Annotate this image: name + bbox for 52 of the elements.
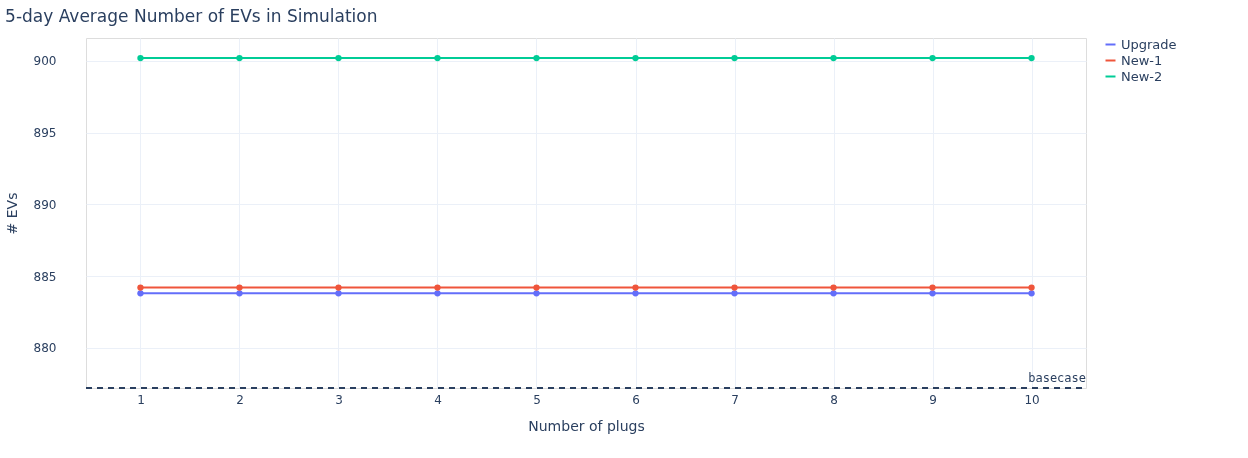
x-tick-label: 8 <box>830 392 838 407</box>
point <box>929 290 936 297</box>
point <box>1028 284 1035 291</box>
point <box>434 54 441 62</box>
point <box>1028 290 1035 297</box>
point <box>731 54 738 62</box>
point <box>929 54 936 62</box>
x-tick-label: 2 <box>236 392 244 407</box>
point <box>335 284 342 291</box>
point <box>731 284 738 291</box>
point <box>1028 54 1035 62</box>
point <box>830 54 837 62</box>
x-tick-label: 7 <box>731 392 739 407</box>
point <box>236 54 243 62</box>
point <box>533 54 540 62</box>
y-axis-title: # EVs <box>3 192 20 235</box>
ref-line-label: basecase <box>1028 371 1086 385</box>
x-tick-label: 9 <box>929 392 937 407</box>
point <box>137 290 144 297</box>
y-tick-label: 890 <box>33 197 57 212</box>
legend-label: New-1 <box>1121 52 1163 68</box>
point <box>434 290 441 297</box>
x-tick-label: 10 <box>1024 392 1040 407</box>
point <box>137 284 144 291</box>
point <box>236 284 243 291</box>
y-tick-label: 885 <box>33 269 57 284</box>
point <box>434 284 441 291</box>
point <box>533 284 540 291</box>
legend-label: New-2 <box>1121 68 1163 84</box>
y-tick-label: 895 <box>33 126 57 141</box>
point <box>533 290 540 297</box>
point <box>632 284 639 291</box>
legend-label: Upgrade <box>1121 36 1177 52</box>
point <box>335 290 342 297</box>
x-tick-label: 5 <box>533 392 541 407</box>
x-axis-title: Number of plugs <box>528 417 645 434</box>
point <box>929 284 936 291</box>
point <box>830 290 837 297</box>
point <box>137 54 144 62</box>
point <box>335 54 342 62</box>
y-tick-label: 900 <box>33 54 57 69</box>
x-tick-label: 6 <box>632 392 640 407</box>
x-tick-label: 1 <box>137 392 145 407</box>
x-tick-label: 4 <box>434 392 442 407</box>
point <box>632 290 639 297</box>
x-tick-label: 3 <box>335 392 343 407</box>
y-tick-label: 880 <box>33 341 57 356</box>
point <box>731 290 738 297</box>
point <box>830 284 837 291</box>
chart-title: 5-day Average Number of EVs in Simulation <box>5 6 378 26</box>
point <box>236 290 243 297</box>
point <box>632 54 639 62</box>
